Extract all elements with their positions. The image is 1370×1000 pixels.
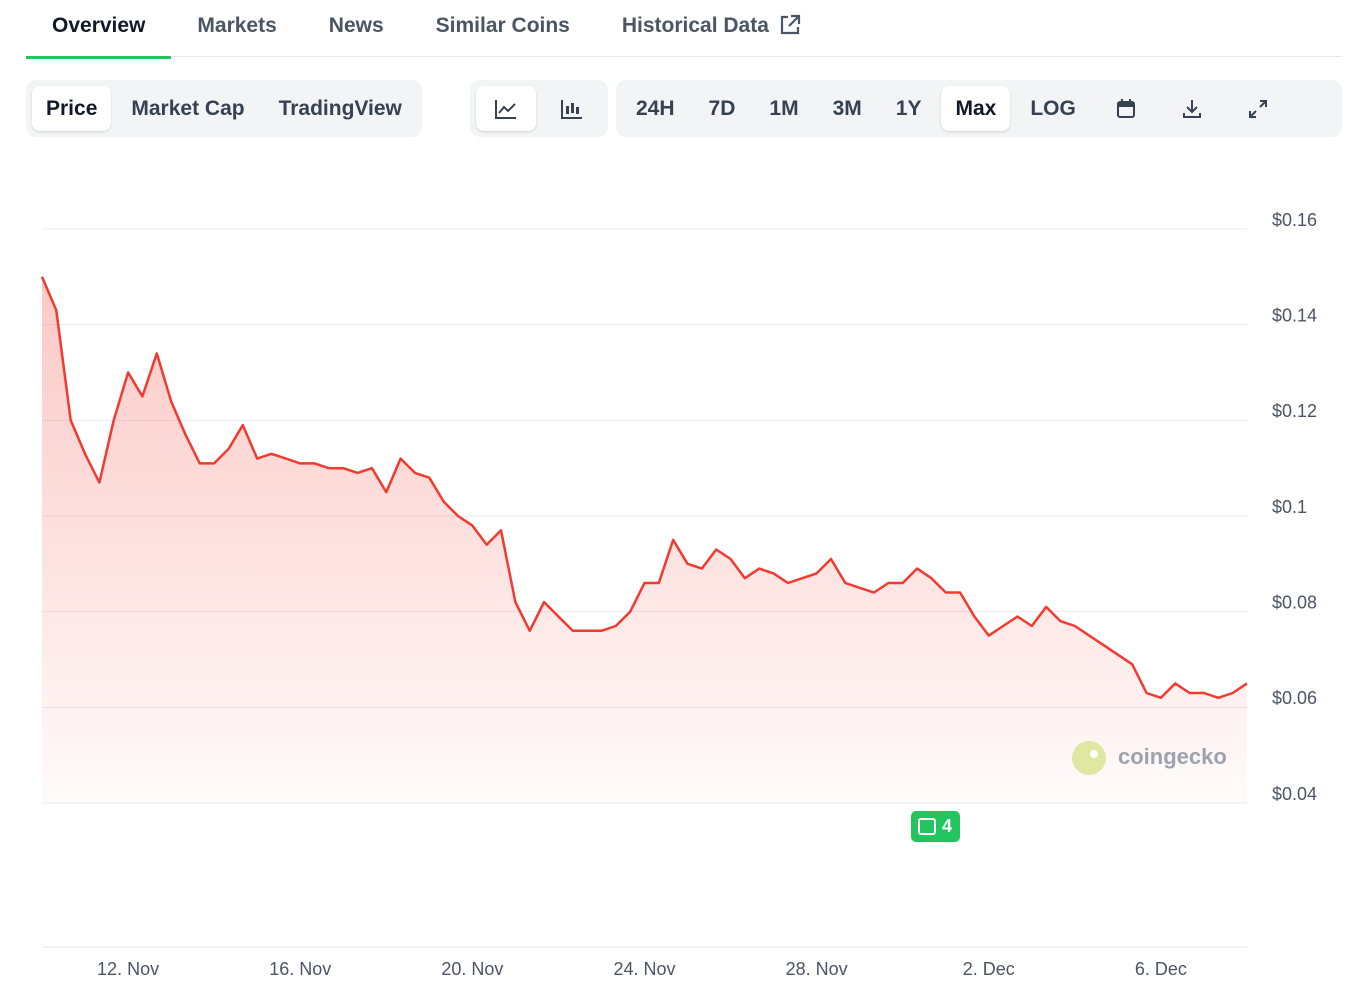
range-button[interactable]: LOG [1030,96,1076,120]
tab[interactable]: Markets [171,0,302,56]
y-tick-label: $0.04 [1272,784,1317,804]
news-marker[interactable]: 4 [911,811,960,842]
mode-button[interactable]: Price [32,86,112,131]
range-button[interactable]: 1M [769,96,799,120]
candle-icon [561,99,582,119]
watermark-logo-eye [1090,750,1098,758]
tab-label: News [328,14,384,37]
range-button[interactable]: 24H [636,96,675,120]
y-tick-label: $0.08 [1272,592,1317,612]
calendar-button[interactable] [1096,86,1156,131]
price-area [42,276,1247,803]
mode-button[interactable]: Market Cap [131,96,245,120]
watermark-logo [1072,741,1106,775]
range-button[interactable]: Max [941,86,1011,131]
tab[interactable]: Overview [26,0,172,59]
fullscreen-button[interactable] [1228,86,1288,131]
y-tick-label: $0.1 [1272,497,1307,517]
mode-button[interactable]: TradingView [278,96,402,120]
mode-group: Price Market Cap TradingView [26,80,422,137]
watermark: coingecko [1072,741,1227,775]
download-button[interactable] [1162,86,1222,131]
x-tick-label: 2. Dec [963,959,1015,979]
price-line [40,276,1248,700]
x-tick-label: 20. Nov [441,959,503,979]
y-tick-label: $0.12 [1272,401,1317,421]
news-count: 4 [942,816,952,836]
external-link-icon [780,14,801,35]
tab[interactable]: Historical Data [596,0,827,56]
tab[interactable]: Similar Coins [410,0,596,56]
tab-bar: Overview Markets News Similar Coins Historic… [26,0,1342,59]
tab-label: Historical Data [621,14,769,37]
tab-label: Overview [52,14,146,37]
x-tick-label: 24. Nov [613,959,675,979]
y-tick-label: $0.16 [1272,210,1317,230]
download-icon [1182,99,1201,118]
line-icon [495,99,516,119]
tab[interactable]: News [303,0,410,56]
tab-label: Markets [197,14,277,37]
range-group: 24H 7D 1M 3M 1Y Max LOG [616,80,1342,137]
x-tick-label: 12. Nov [97,959,159,979]
range-button[interactable]: 1Y [895,96,922,120]
watermark-text: coingecko [1118,744,1227,769]
range-button[interactable]: 7D [708,96,736,120]
tab-label: Similar Coins [435,14,570,37]
fullscreen-icon [1248,99,1267,118]
y-tick-label: $0.06 [1272,688,1317,708]
calendar-icon [1116,98,1135,118]
y-tick-label: $0.14 [1272,305,1317,325]
range-button[interactable]: 3M [832,96,862,120]
x-tick-label: 16. Nov [269,959,331,979]
x-tick-label: 28. Nov [786,959,848,979]
x-tick-label: 6. Dec [1135,959,1187,979]
chart-style-group [470,80,608,137]
news-icon [918,818,936,835]
candle-chart-button[interactable] [542,86,602,131]
line-chart-button[interactable] [476,86,536,131]
